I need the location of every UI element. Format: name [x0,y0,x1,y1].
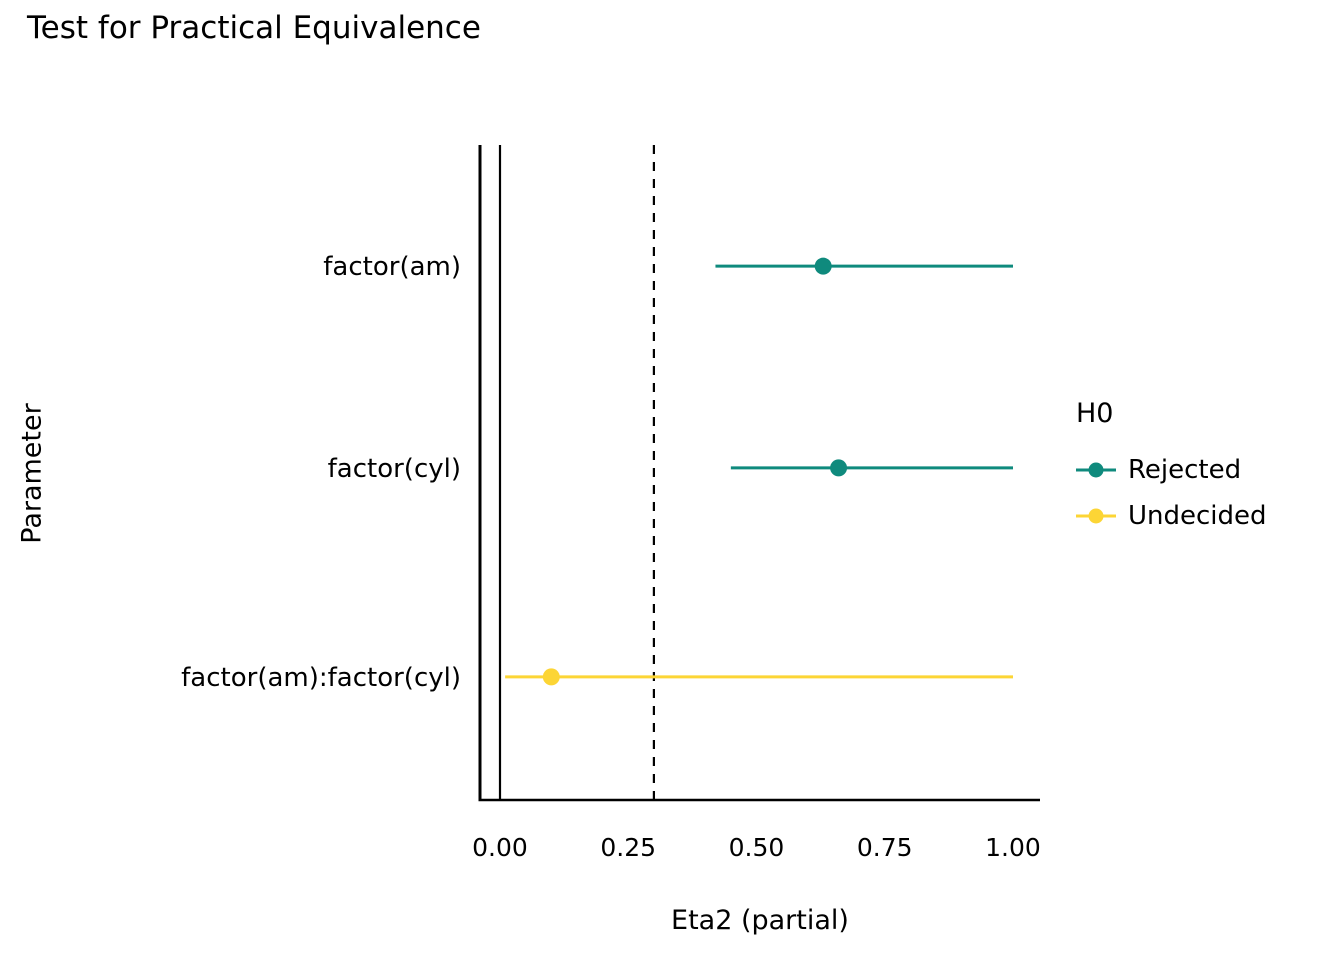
x-tick-label: 0.25 [600,833,656,862]
x-tick-label: 0.50 [729,833,785,862]
estimate-point [830,459,848,477]
x-axis-title: Eta2 (partial) [671,905,849,936]
legend-item: Rejected [1076,453,1267,487]
legend-label: Undecided [1128,501,1267,531]
x-tick-label: 1.00 [985,833,1041,862]
legend-key-point [1088,462,1104,478]
legend-key-glyph [1076,508,1116,524]
y-category-label: factor(cyl) [328,454,461,484]
legend-key-glyph [1076,462,1116,478]
y-category-label: factor(am) [323,252,461,282]
legend-label: Rejected [1128,455,1242,485]
x-tick-label: 0.75 [857,833,913,862]
estimate-point [542,668,560,686]
legend-key-point [1088,508,1104,524]
x-tick-label: 0.00 [472,833,528,862]
legend: H0 Rejected Undecided [1076,398,1267,545]
estimate-point [814,257,832,275]
chart-title: Test for Practical Equivalence [27,10,481,46]
legend-title: H0 [1076,398,1114,429]
legend-items: Rejected Undecided [1076,453,1267,533]
y-category-label: factor(am):factor(cyl) [181,663,461,693]
legend-item: Undecided [1076,499,1267,533]
